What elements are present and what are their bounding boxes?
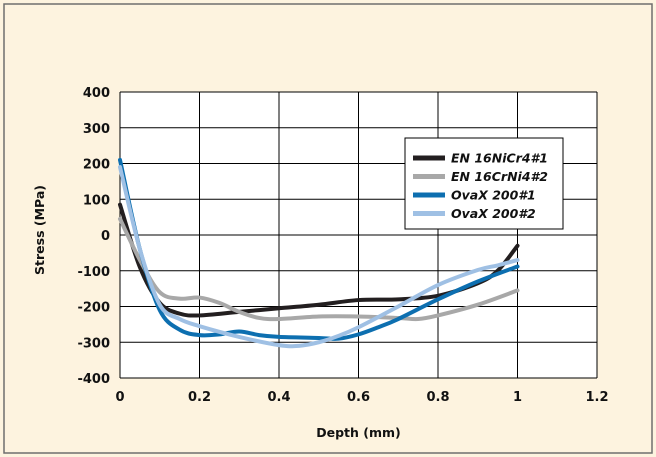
legend-label: OvaX 200#1	[451, 188, 536, 203]
legend-label: EN 16NiCr4#1	[451, 151, 548, 166]
series-line-4	[118, 165, 520, 349]
x-tick-label: 0.2	[188, 390, 211, 405]
x-tick-label: 0.6	[347, 390, 370, 405]
x-tick-label: 0	[115, 390, 124, 405]
x-tick-label: 1	[513, 390, 522, 405]
y-tick-label: 400	[83, 86, 110, 101]
y-tick-label: -100	[77, 265, 110, 280]
series-line-2	[118, 216, 520, 322]
y-tick-label: 200	[83, 158, 110, 173]
y-tick-label: -400	[77, 372, 110, 387]
legend: EN 16NiCr4#1 EN 16CrNi4#2 OvaX 200#1 OvaX 2…	[404, 137, 564, 230]
legend-label: OvaX 200#2	[451, 206, 536, 221]
x-tick-label: 1.2	[585, 390, 608, 405]
series-line-3	[118, 157, 520, 341]
y-axis-label: Stress (MPa)	[32, 185, 47, 275]
y-tick-label: 100	[83, 193, 110, 208]
x-axis-label: Depth (mm)	[316, 425, 401, 440]
x-tick-label: 0.8	[426, 390, 449, 405]
tick-labels: 0 0.2 0.4 0.6 0.8 1 1.2 400 300 200 100 0 -100 -200 -3…	[77, 86, 608, 405]
y-tick-label: 300	[83, 122, 110, 137]
y-tick-label: -300	[77, 336, 110, 351]
legend-label: EN 16CrNi4#2	[451, 169, 548, 184]
series-lines	[118, 157, 520, 349]
y-tick-label: -200	[77, 301, 110, 316]
y-tick-label: 0	[101, 229, 110, 244]
x-tick-label: 0.4	[267, 390, 290, 405]
